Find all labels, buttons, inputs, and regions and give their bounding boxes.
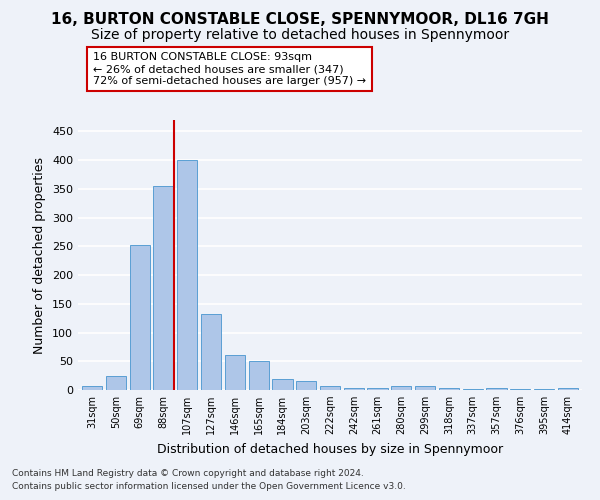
Bar [439, 388, 459, 390]
Bar [367, 388, 388, 390]
Y-axis label: Number of detached properties: Number of detached properties [34, 156, 46, 354]
Bar [463, 389, 483, 390]
Bar [225, 355, 245, 390]
Bar [272, 379, 293, 390]
Bar [391, 386, 412, 390]
Bar [296, 382, 316, 390]
Bar [534, 389, 554, 390]
Bar [154, 186, 173, 390]
X-axis label: Distribution of detached houses by size in Spennymoor: Distribution of detached houses by size … [157, 442, 503, 456]
Text: Size of property relative to detached houses in Spennymoor: Size of property relative to detached ho… [91, 28, 509, 42]
Bar [130, 245, 150, 390]
Bar [201, 314, 221, 390]
Bar [415, 386, 435, 390]
Text: Contains HM Land Registry data © Crown copyright and database right 2024.: Contains HM Land Registry data © Crown c… [12, 468, 364, 477]
Bar [557, 388, 578, 390]
Bar [487, 388, 506, 390]
Text: 16, BURTON CONSTABLE CLOSE, SPENNYMOOR, DL16 7GH: 16, BURTON CONSTABLE CLOSE, SPENNYMOOR, … [51, 12, 549, 28]
Bar [320, 386, 340, 390]
Bar [344, 388, 364, 390]
Bar [248, 362, 269, 390]
Bar [106, 376, 126, 390]
Bar [177, 160, 197, 390]
Text: 16 BURTON CONSTABLE CLOSE: 93sqm
← 26% of detached houses are smaller (347)
72% : 16 BURTON CONSTABLE CLOSE: 93sqm ← 26% o… [93, 52, 366, 86]
Bar [82, 386, 103, 390]
Text: Contains public sector information licensed under the Open Government Licence v3: Contains public sector information licen… [12, 482, 406, 491]
